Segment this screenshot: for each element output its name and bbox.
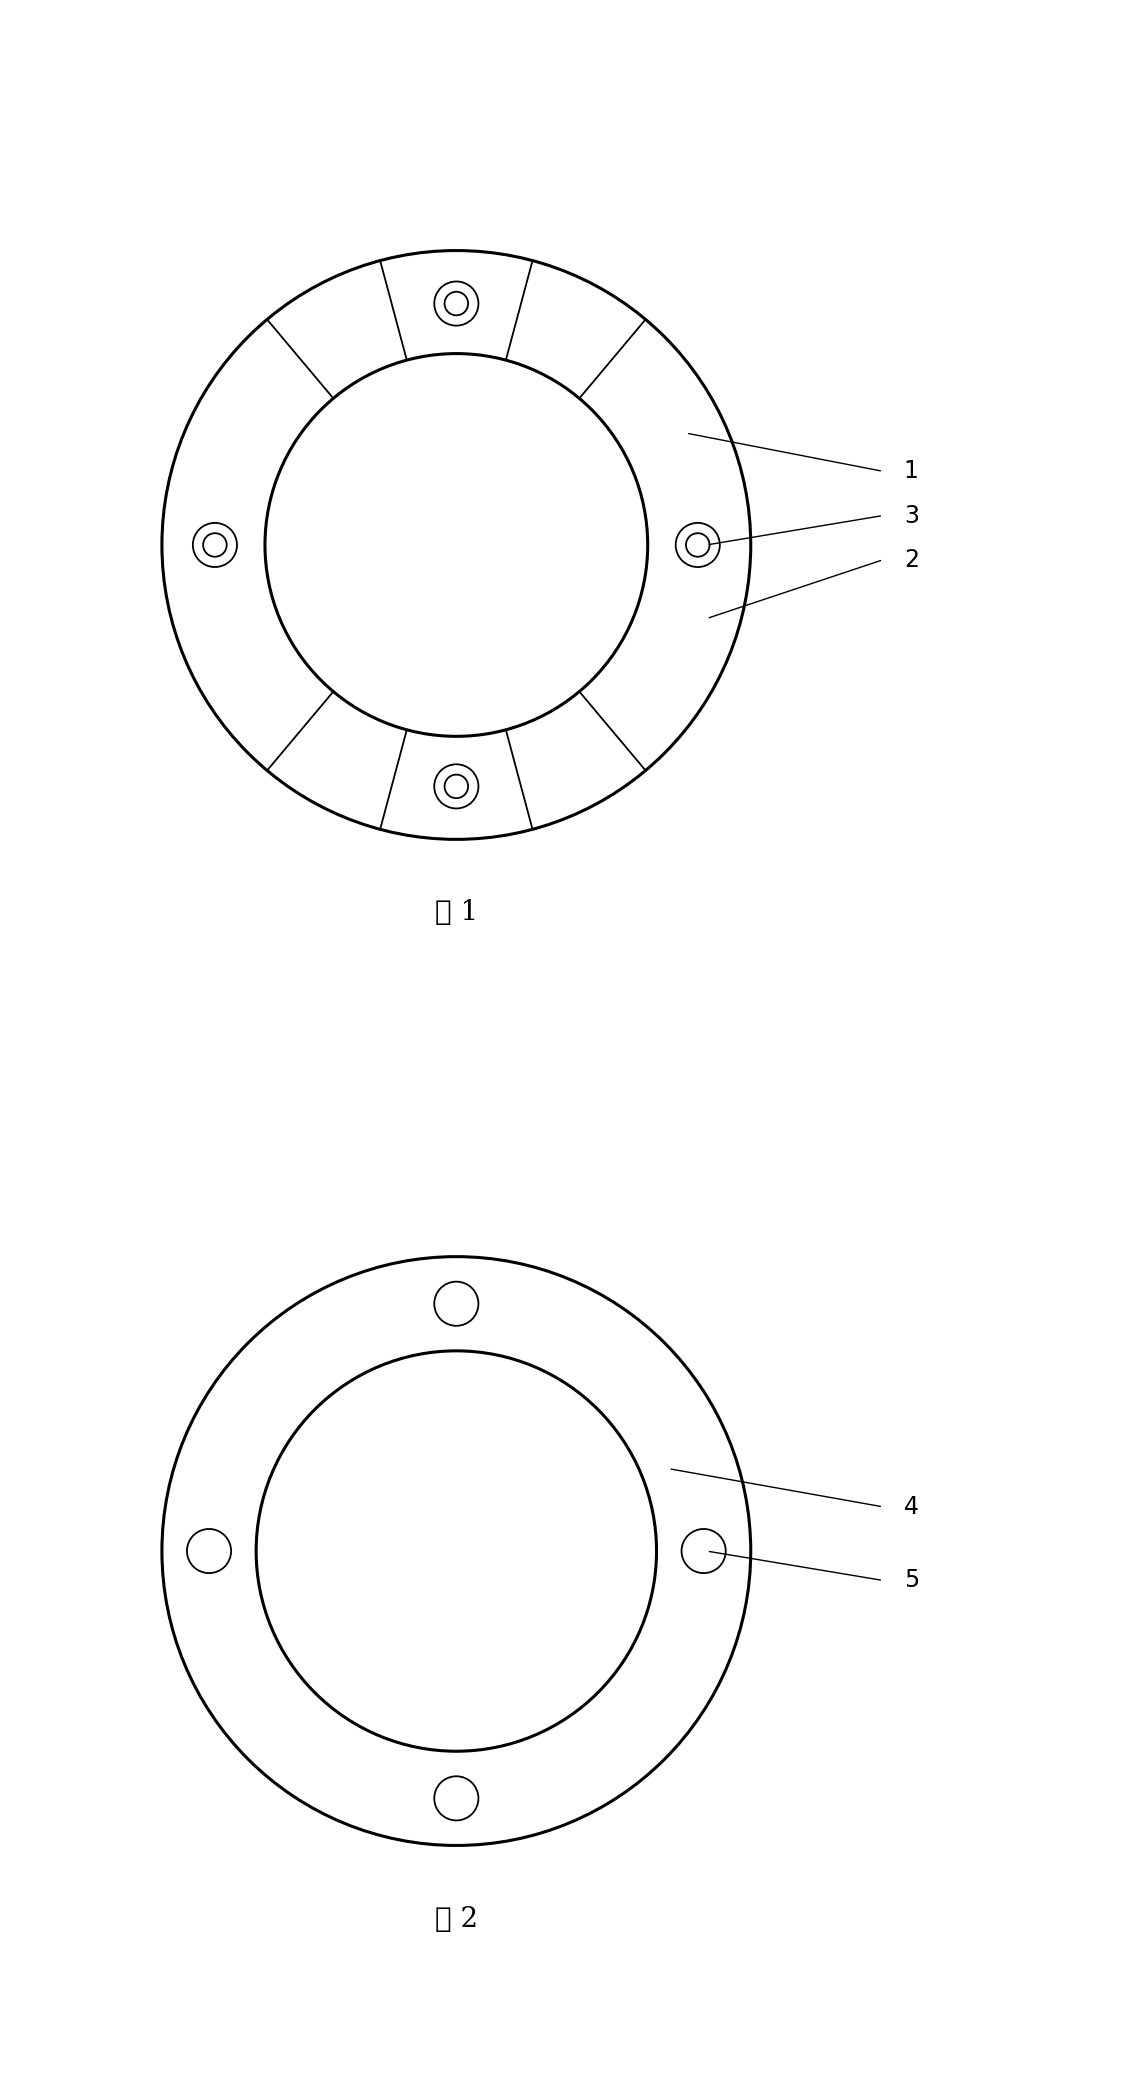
Text: 2: 2	[904, 547, 919, 572]
Text: 5: 5	[904, 1568, 919, 1593]
Text: 图 2: 图 2	[434, 1905, 478, 1933]
Text: 4: 4	[904, 1494, 919, 1520]
Text: 3: 3	[904, 503, 919, 528]
Text: 图 1: 图 1	[434, 899, 478, 926]
Text: 1: 1	[904, 459, 919, 484]
